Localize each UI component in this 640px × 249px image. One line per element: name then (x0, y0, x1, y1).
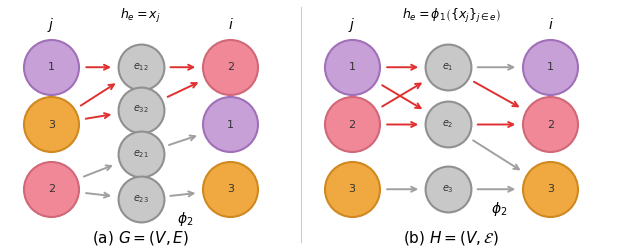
Text: $j$: $j$ (47, 16, 55, 34)
Point (347, 187, 357, 191)
Point (347, 123, 357, 126)
Text: $e_3$: $e_3$ (442, 183, 454, 195)
Text: $\phi_2$: $\phi_2$ (177, 210, 194, 228)
Text: $h_e = x_j$: $h_e = x_j$ (120, 7, 161, 25)
Text: $e_{32}$: $e_{32}$ (133, 104, 148, 116)
Text: 1: 1 (48, 62, 54, 72)
Point (136, 152, 146, 156)
Point (46, 123, 56, 126)
Text: (b) $H = (V, \mathcal{E})$: (b) $H = (V, \mathcal{E})$ (403, 229, 499, 247)
Point (136, 108, 146, 112)
Point (545, 187, 556, 191)
Text: (a) $G = (V, E)$: (a) $G = (V, E)$ (92, 229, 189, 247)
Text: $i$: $i$ (227, 17, 234, 32)
Point (443, 123, 453, 126)
Point (545, 65, 556, 69)
Point (136, 197, 146, 201)
Text: 2: 2 (547, 120, 554, 129)
Point (443, 65, 453, 69)
Point (225, 65, 236, 69)
Point (443, 187, 453, 191)
Text: $e_{12}$: $e_{12}$ (133, 61, 148, 73)
Point (46, 65, 56, 69)
Point (136, 65, 146, 69)
Text: $h_e = \phi_1\left(\{x_j\}_{j \in e}\right)$: $h_e = \phi_1\left(\{x_j\}_{j \in e}\rig… (402, 7, 500, 25)
Text: 2: 2 (227, 62, 234, 72)
Point (545, 123, 556, 126)
Point (46, 187, 56, 191)
Text: $e_{21}$: $e_{21}$ (133, 148, 148, 160)
Point (225, 123, 236, 126)
Text: 1: 1 (349, 62, 355, 72)
Text: $e_1$: $e_1$ (442, 61, 454, 73)
Text: $j$: $j$ (348, 16, 356, 34)
Text: 2: 2 (348, 120, 356, 129)
Point (225, 187, 236, 191)
Text: 3: 3 (349, 184, 355, 194)
Text: $e_2$: $e_2$ (442, 119, 454, 130)
Text: 1: 1 (547, 62, 554, 72)
Text: 3: 3 (48, 120, 54, 129)
Point (347, 65, 357, 69)
Text: 3: 3 (227, 184, 234, 194)
Text: 3: 3 (547, 184, 554, 194)
Text: $i$: $i$ (547, 17, 554, 32)
Text: 2: 2 (47, 184, 55, 194)
Text: 1: 1 (227, 120, 234, 129)
Text: $\phi_2$: $\phi_2$ (491, 200, 508, 218)
Text: $e_{23}$: $e_{23}$ (132, 193, 149, 205)
